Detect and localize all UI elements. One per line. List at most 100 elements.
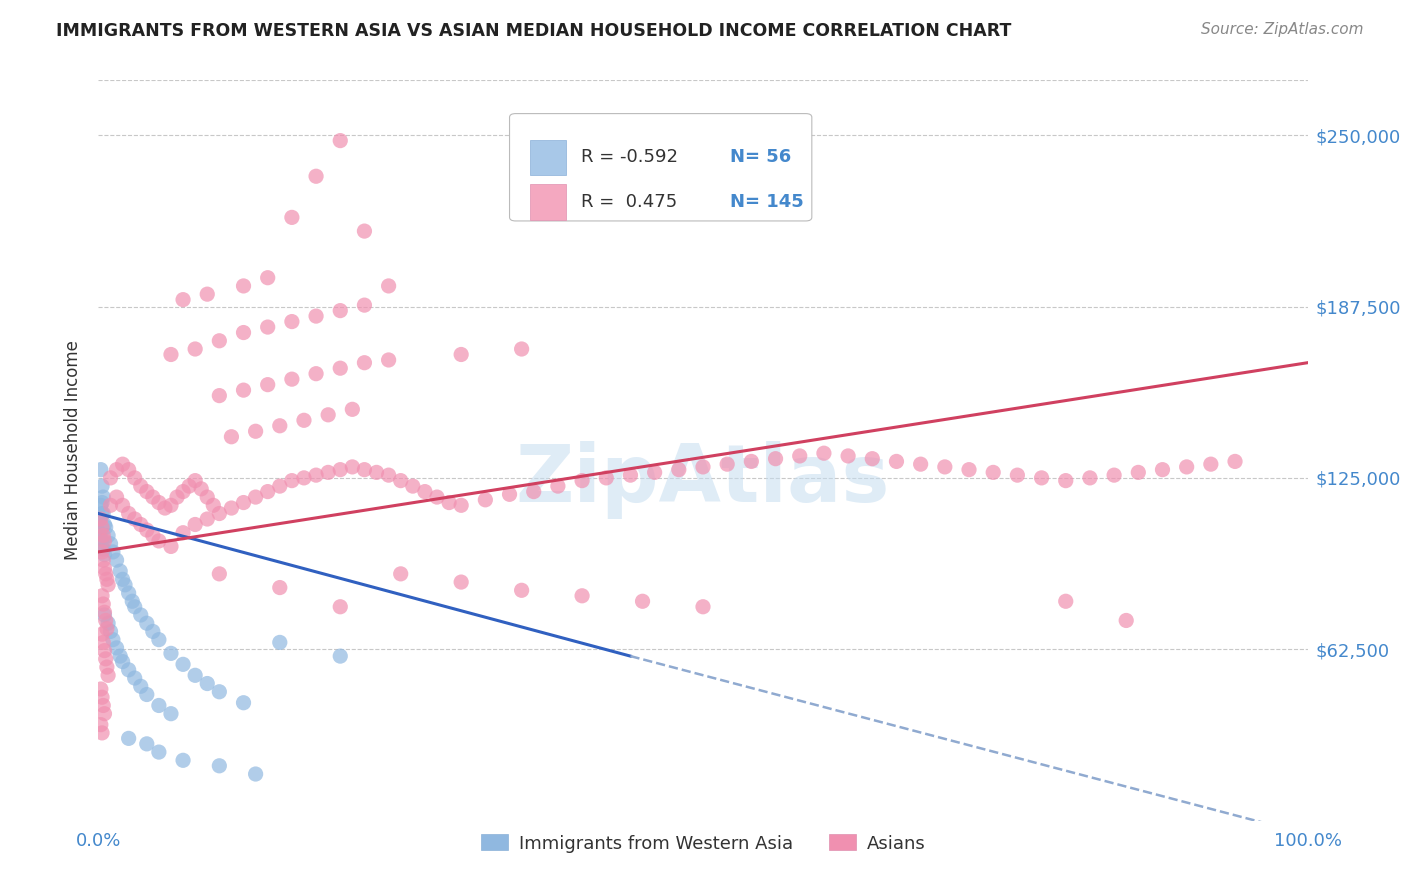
Point [142,624,165,639]
Y-axis label: Median Household Income: Median Household Income [65,341,83,560]
Point [342,459,364,474]
Point [245,490,267,504]
Point [91,597,114,611]
Text: Source: ZipAtlas.com: Source: ZipAtlas.com [1201,22,1364,37]
Point [510,583,533,598]
Point [91,698,114,713]
Point [789,449,811,463]
Point [195,287,218,301]
Point [91,479,114,493]
Point [353,463,375,477]
Point [256,484,278,499]
FancyBboxPatch shape [509,113,811,221]
Point [305,367,328,381]
Point [121,594,143,608]
Point [184,517,207,532]
Point [135,688,157,702]
Point [148,698,170,713]
Point [631,594,654,608]
Text: ZipAtlas: ZipAtlas [516,441,890,519]
Point [1115,614,1137,628]
Point [160,540,183,554]
Point [172,484,194,499]
Point [256,270,278,285]
Point [389,474,412,488]
Point [105,463,128,477]
Point [269,418,291,433]
Point [114,578,136,592]
Point [813,446,835,460]
Point [208,389,231,403]
Point [232,326,254,340]
Point [129,607,152,622]
Point [402,479,425,493]
Point [118,731,141,746]
Point [474,492,496,507]
Point [547,479,569,493]
Point [377,279,399,293]
Point [90,498,112,512]
Point [96,572,118,586]
Point [96,660,118,674]
Point [1031,471,1053,485]
Point [202,498,225,512]
Point [93,605,115,619]
Point [172,525,194,540]
Point [91,690,114,705]
Point [89,525,111,540]
Point [94,566,117,581]
Point [91,553,114,567]
Point [118,586,141,600]
Point [934,459,956,474]
Point [281,211,304,225]
Point [91,589,114,603]
Point [111,572,134,586]
Point [208,507,231,521]
Point [93,607,115,622]
Point [1007,468,1029,483]
Point [1102,468,1125,483]
Point [292,413,315,427]
Point [195,676,218,690]
Point [329,463,352,477]
Point [765,451,787,466]
Point [413,484,436,499]
Point [256,320,278,334]
Point [269,635,291,649]
Point [108,649,131,664]
Point [1128,466,1150,480]
Point [292,471,315,485]
Point [957,463,980,477]
Point [221,430,243,444]
Point [740,454,762,468]
Point [232,279,254,293]
Point [90,512,112,526]
Point [90,531,112,545]
Point [105,640,128,655]
Point [135,484,157,499]
Text: N= 145: N= 145 [730,194,803,211]
Point [118,663,141,677]
Point [118,463,141,477]
Point [97,616,120,631]
Point [93,533,115,548]
Point [426,490,449,504]
Legend: Immigrants from Western Asia, Asians: Immigrants from Western Asia, Asians [474,827,932,860]
Point [366,466,388,480]
Point [910,457,932,471]
Point [1054,474,1077,488]
Point [1078,471,1101,485]
Point [353,356,375,370]
Point [124,671,146,685]
Point [108,564,131,578]
Point [105,490,128,504]
Point [245,424,267,438]
Point [281,315,304,329]
Point [111,498,134,512]
Point [91,490,114,504]
Point [184,342,207,356]
Point [619,468,641,483]
Point [91,545,114,559]
Point [91,635,114,649]
Point [96,622,118,636]
